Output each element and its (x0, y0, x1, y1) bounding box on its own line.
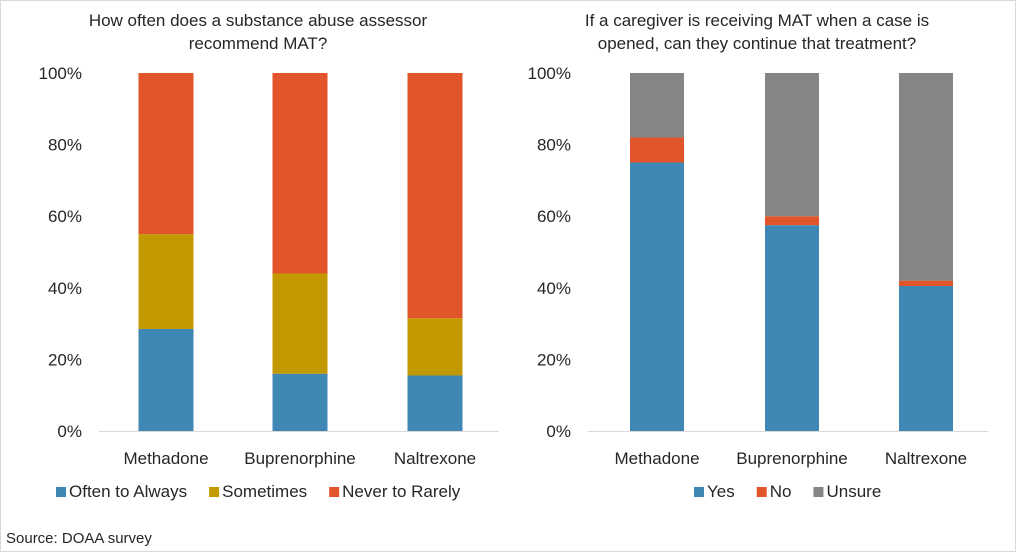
right-chart-title-line: If a caregiver is receiving MAT when a c… (585, 11, 929, 30)
left-chart-legend-swatch (329, 487, 340, 497)
right-chart-legend-label: No (770, 482, 792, 501)
left-chart-title-line: recommend MAT? (189, 34, 328, 53)
left-chart-bar-often-to-always (272, 373, 328, 431)
right-chart-bar-yes (765, 225, 819, 431)
right-chart-bar-unsure (630, 73, 684, 138)
right-chart-bar-no (765, 216, 819, 226)
left-chart-y-tick-label: 80% (48, 136, 82, 155)
left-chart-bar-often-to-always (407, 375, 463, 431)
left-chart-y-tick-label: 0% (57, 422, 82, 441)
right-chart-x-tick-label: Naltrexone (885, 449, 967, 468)
left-chart-x-tick-label: Methadone (123, 449, 208, 468)
right-chart-legend-swatch (694, 487, 704, 497)
left-chart-bar-sometimes (407, 318, 463, 376)
right-chart-bar-no (899, 280, 953, 287)
right-chart-legend-label: Unsure (826, 482, 881, 501)
source-note: Source: DOAA survey (6, 530, 152, 547)
left-chart-legend-label: Often to Always (69, 482, 187, 501)
right-chart-bar-unsure (765, 73, 819, 217)
right-chart-bar-yes (899, 286, 953, 431)
left-chart-title-line: How often does a substance abuse assesso… (89, 11, 428, 30)
left-chart-y-tick-label: 20% (48, 350, 82, 369)
left-chart-legend-swatch (56, 487, 66, 497)
left-chart-bar-sometimes (272, 273, 328, 374)
left-chart-bar-often-to-always (138, 328, 194, 431)
left-chart-bar-sometimes (138, 234, 194, 329)
right-chart-y-tick-label: 60% (537, 207, 571, 226)
right-chart-x-tick-label: Buprenorphine (736, 449, 848, 468)
right-chart-bar-yes (630, 162, 684, 431)
left-chart-bar-never-to-rarely (138, 73, 194, 235)
left-chart-bar-never-to-rarely (407, 73, 463, 319)
right-chart-y-tick-label: 0% (546, 422, 571, 441)
left-chart-y-tick-label: 60% (48, 207, 82, 226)
right-chart-y-tick-label: 80% (537, 136, 571, 155)
right-chart-x-tick-label: Methadone (614, 449, 699, 468)
right-chart-legend-swatch (813, 487, 824, 497)
left-chart-y-tick-label: 40% (48, 279, 82, 298)
left-chart-bar-never-to-rarely (272, 73, 328, 274)
left-chart-legend-swatch (209, 487, 220, 497)
right-chart-y-tick-label: 20% (537, 350, 571, 369)
right-chart-bar-no (630, 137, 684, 163)
left-chart-x-tick-label: Naltrexone (394, 449, 476, 468)
left-chart-x-tick-label: Buprenorphine (244, 449, 356, 468)
left-chart-legend-label: Never to Rarely (342, 482, 461, 501)
right-chart-legend-label: Yes (707, 482, 735, 501)
left-chart-legend-label: Sometimes (222, 482, 307, 501)
right-chart-y-tick-label: 40% (537, 279, 571, 298)
left-chart-y-tick-label: 100% (39, 64, 82, 83)
right-chart-title-line: opened, can they continue that treatment… (598, 34, 917, 53)
right-chart-legend-swatch (756, 487, 767, 497)
right-chart-bar-unsure (899, 73, 953, 281)
right-chart-y-tick-label: 100% (528, 64, 571, 83)
